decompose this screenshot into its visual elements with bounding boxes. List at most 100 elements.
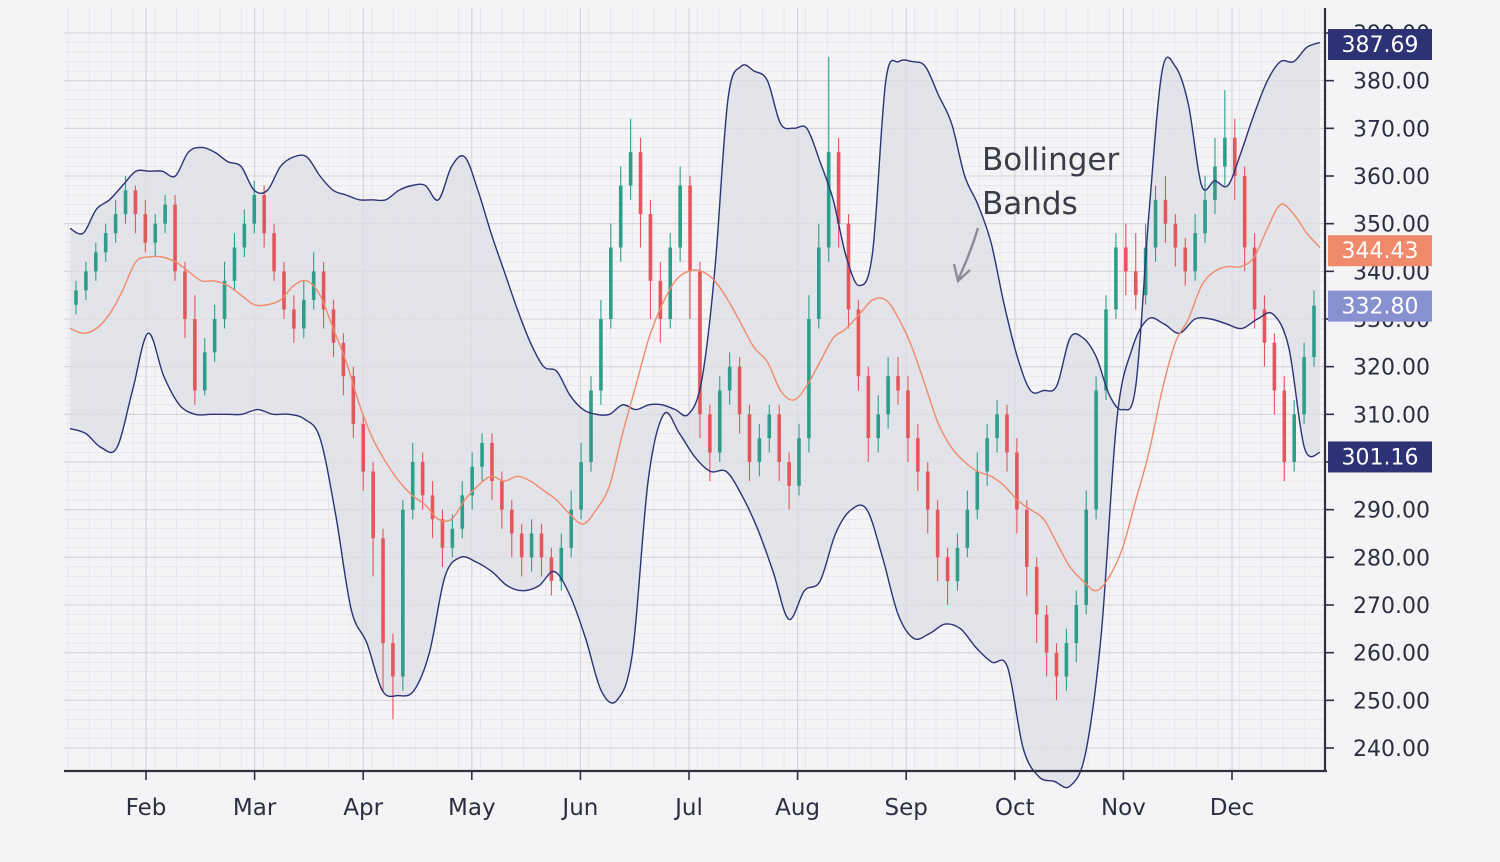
candle-up [301, 299, 306, 329]
candle-up [965, 509, 970, 548]
candle-down [549, 557, 554, 582]
candle-up [74, 290, 78, 305]
candle-up [222, 280, 227, 319]
candle-down [747, 414, 752, 462]
price-badges: 387.69 344.43 332.80 301.16 [1328, 29, 1432, 473]
candle-down [836, 152, 841, 224]
candle-up [163, 204, 167, 224]
candle-up [678, 185, 682, 248]
candle-up [1203, 199, 1207, 234]
candle-down [262, 195, 266, 234]
candle-down [777, 414, 781, 462]
candle-down [698, 271, 702, 415]
candle-up [94, 252, 98, 272]
candle-down [183, 271, 187, 319]
y-axis-ticks: 240.00250.00260.00270.00280.00290.00300.… [1325, 22, 1430, 762]
candle-down [846, 223, 851, 310]
candle-up [817, 247, 821, 319]
annotation-line-1: Bollinger [982, 142, 1119, 178]
candle-up [599, 319, 603, 391]
candle-down [361, 423, 366, 472]
candle-down [1044, 614, 1049, 653]
candle-up [1064, 643, 1069, 677]
last-price-badge [1328, 290, 1432, 322]
candle-down [737, 366, 742, 415]
annotation-arrow [956, 227, 980, 281]
middle-band-badge-text: 344.43 [1342, 239, 1419, 264]
y-tick-label: 320.00 [1353, 356, 1430, 381]
candle-up [1213, 166, 1217, 200]
candle-down [906, 390, 910, 439]
candle-up [559, 547, 564, 582]
candle-down [1183, 247, 1188, 272]
candle-down [1272, 342, 1277, 391]
y-tick-label: 240.00 [1353, 737, 1430, 762]
last-price-badge-text: 332.80 [1342, 295, 1419, 320]
candle-up [985, 438, 989, 472]
candle-up [628, 152, 633, 186]
candle-down [500, 481, 504, 510]
candle-down [935, 509, 940, 558]
candle-down [688, 185, 692, 272]
candle-down [1282, 390, 1287, 462]
upper-band-badge-text: 387.69 [1342, 33, 1419, 58]
candle-up [1223, 137, 1227, 167]
candle-up [450, 528, 455, 548]
y-tick-label: 260.00 [1353, 642, 1430, 667]
candle-down [381, 538, 385, 644]
candle-up [470, 466, 474, 496]
candle-down [272, 233, 276, 272]
candle-down [856, 309, 861, 377]
candle-up [797, 438, 801, 486]
candle-up [767, 414, 772, 439]
candle-down [866, 376, 871, 439]
y-tick-label: 370.00 [1353, 117, 1430, 142]
candle-up [1084, 509, 1089, 605]
candle-up [618, 185, 623, 248]
candle-down [1173, 223, 1178, 248]
candle-down [282, 271, 286, 310]
candle-up [242, 223, 247, 248]
middle-band-line [69, 203, 1321, 592]
candle-up [807, 319, 811, 439]
candle-down [1034, 566, 1039, 615]
candle-up [876, 414, 881, 439]
candle-up [826, 152, 831, 248]
candle-up [123, 190, 128, 215]
candle-down [440, 519, 445, 548]
candle-down [143, 214, 148, 243]
candle-up [84, 271, 88, 291]
candle-down [638, 152, 643, 215]
candle-down [1015, 452, 1019, 510]
annotation: Bollinger Bands [952, 142, 1119, 284]
annotation-arrowhead [952, 263, 971, 284]
candle-down [945, 557, 950, 582]
candle-up [1104, 309, 1108, 391]
candle-up [113, 214, 118, 234]
candle-up [1143, 247, 1148, 296]
candle-down [133, 190, 138, 215]
x-tick-label: Sep [885, 795, 928, 821]
candle-up [569, 509, 573, 548]
candle-up [668, 247, 673, 319]
x-tick-label: Mar [233, 795, 277, 821]
candle-down [173, 204, 177, 272]
candle-down [1005, 414, 1009, 453]
lower-band-badge [1328, 441, 1432, 473]
x-tick-label: Jun [560, 795, 598, 821]
x-tick-label: Feb [126, 795, 167, 821]
candle-up [460, 495, 465, 529]
candle-down [391, 643, 395, 677]
y-tick-label: 360.00 [1353, 165, 1430, 190]
axes [64, 8, 1327, 773]
candle-down [708, 414, 712, 453]
candles [74, 56, 1316, 720]
candle-up [1193, 233, 1197, 272]
candle-up [1153, 199, 1158, 248]
grid [64, 8, 1325, 771]
candle-down [1163, 199, 1168, 224]
y-tick-label: 380.00 [1353, 70, 1430, 95]
candle-up [727, 366, 732, 391]
candle-down [351, 376, 356, 424]
middle-band-badge [1328, 235, 1432, 267]
